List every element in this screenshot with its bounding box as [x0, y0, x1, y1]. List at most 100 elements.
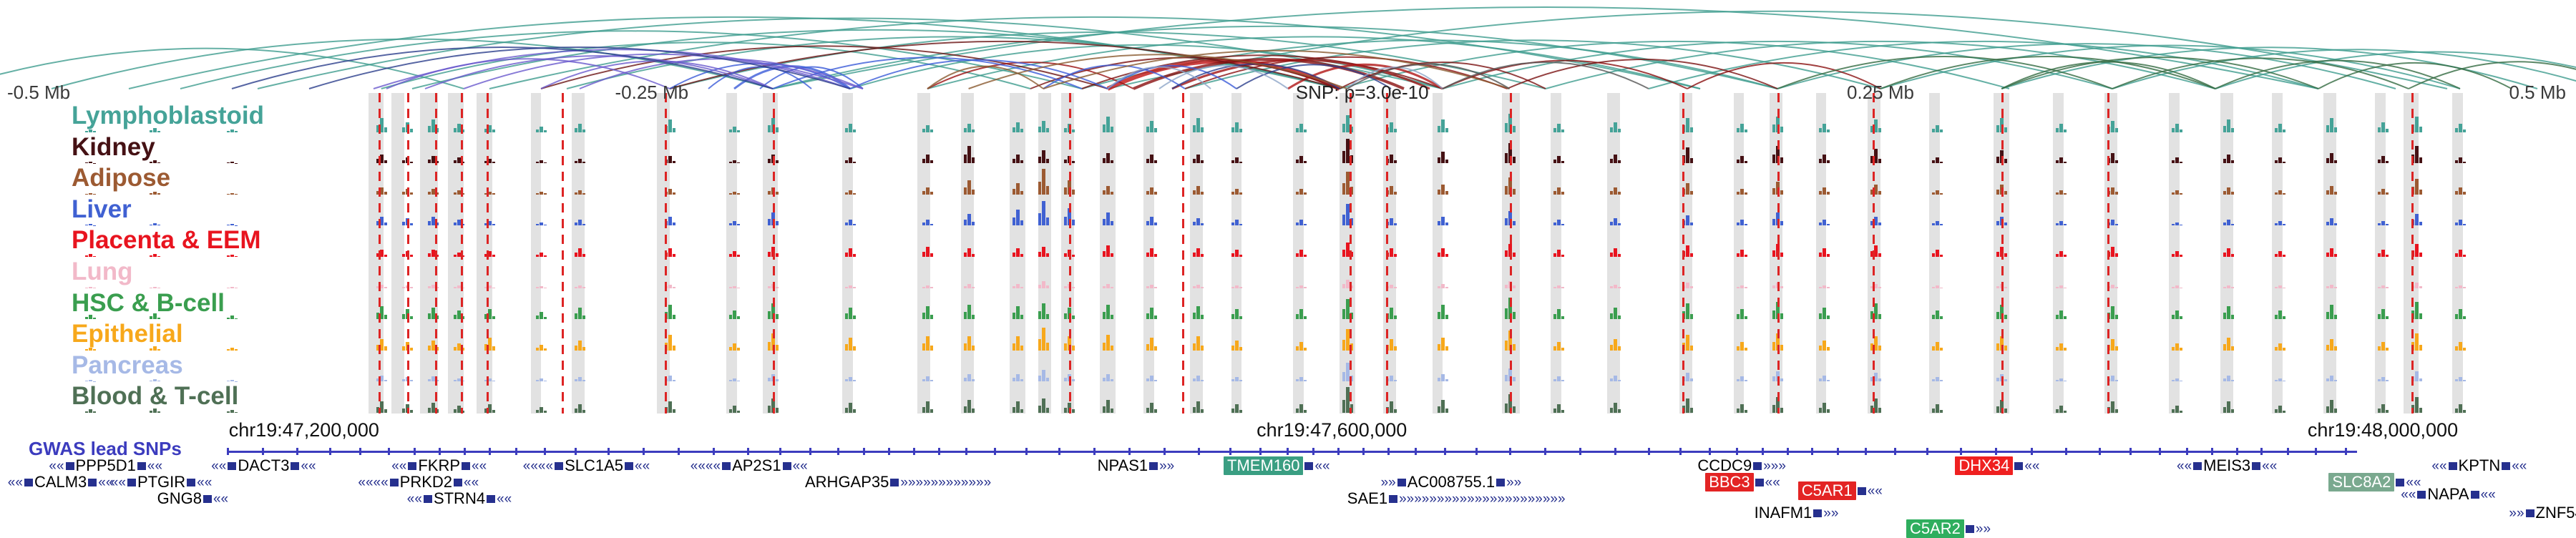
gene-calm3: ««CALM3«« [8, 474, 114, 490]
signal-peak-bar [457, 406, 461, 413]
signal-peak-bar [2275, 192, 2278, 195]
signal-track-row-pancreas: Pancreas [0, 351, 2576, 383]
signal-peak-bar [1150, 308, 1153, 319]
gwas-snp-tick [779, 448, 781, 455]
signal-peak-bar [1610, 313, 1613, 319]
signal-peak-bar [2330, 400, 2333, 413]
signal-peak-bar [575, 222, 577, 225]
signal-peak-bar [1878, 222, 1881, 225]
signal-peak-bar [1154, 192, 1157, 194]
signal-peak-bar [1690, 158, 1693, 163]
gene-strand-arrows: «« [197, 476, 212, 489]
signal-peak-bar [2115, 128, 2118, 132]
signal-peak-bar [668, 305, 672, 319]
signal-peak-bar [665, 221, 668, 225]
signal-peak-bar [1106, 245, 1110, 257]
signal-peak-bar [1038, 182, 1041, 195]
signal-peak-bar [578, 341, 582, 351]
signal-peak-bar [1827, 347, 1830, 351]
signal-peak-bar [1618, 409, 1621, 413]
signal-peak-bar [1296, 160, 1299, 163]
signal-peak-bar [776, 192, 779, 194]
gene-strand-arrows: «« [49, 459, 64, 473]
signal-peak-bar [1239, 347, 1242, 351]
signal-peak-bar [2059, 157, 2063, 163]
signal-peak-bar [1618, 287, 1621, 288]
signal-peak-bar [1016, 284, 1020, 288]
signal-peak-bar [665, 286, 668, 288]
gene-prkd2: ««««PRKD2«« [358, 474, 479, 490]
signal-peak-bar [428, 126, 431, 132]
signal-peak-bar [1154, 409, 1157, 413]
signal-peak-bar [2172, 347, 2175, 351]
gwas-snp-tick [1579, 448, 1581, 455]
signal-peak-bar [2000, 374, 2004, 381]
signal-peak-bar [1016, 248, 1020, 257]
signal-peak-bar [1445, 191, 1448, 195]
signal-peak-bar [2278, 190, 2282, 195]
gwas-snp-tick [2315, 448, 2317, 455]
signal-peak-bar [1064, 378, 1067, 381]
signal-peak-bar [536, 380, 539, 381]
signal-peak-bar [1390, 155, 1393, 163]
signal-peak-bar [2411, 220, 2414, 225]
signal-peak-bar [2334, 254, 2337, 257]
signal-peak-bar [2056, 380, 2059, 381]
signal-peak-bar [1046, 217, 1049, 225]
signal-peak-bar [2111, 376, 2114, 381]
signal-peak-bar [1231, 314, 1234, 319]
signal-peak-bar [1870, 156, 1873, 163]
gene-bbc3: BBC3«« [1705, 474, 1780, 490]
signal-peak-bar [2378, 192, 2381, 195]
gene-exon-box [1397, 479, 1406, 486]
signal-peak-bar [1111, 221, 1113, 225]
signal-peak-bar [1346, 329, 1350, 351]
signal-peak-bar [2231, 254, 2234, 257]
signal-peak-bar [2415, 117, 2419, 132]
signal-peak-bar [1737, 287, 1740, 288]
signal-peak-bar [1940, 162, 1943, 164]
signal-peak-bar [2056, 160, 2059, 163]
signal-peak-bar [1299, 309, 1303, 319]
signal-peak-bar [488, 404, 492, 413]
signal-peak-bar [737, 316, 740, 319]
signal-peak-bar [578, 159, 582, 163]
signal-peak-bar [1561, 224, 1564, 226]
signal-peak-bar [1038, 339, 1041, 351]
signal-peak-bar [1614, 155, 1617, 163]
signal-peak-bar [1618, 223, 1621, 225]
signal-peak-bar [540, 222, 543, 225]
signal-peak-bar [384, 409, 387, 413]
signal-peak-bar [2111, 339, 2114, 351]
signal-peak-bar [1553, 346, 1556, 351]
signal-peak-bar [1996, 125, 1999, 132]
signal-peak-bar [972, 129, 975, 132]
signal-peak-bar [1610, 127, 1613, 132]
signal-peak-bar [2231, 380, 2234, 382]
signal-peak-bar [1932, 253, 1935, 257]
signal-peak-bar [1878, 408, 1881, 413]
signal-peak-bar [1614, 403, 1617, 413]
signal-peak-bar [227, 411, 230, 413]
signal-peak-bar [1508, 177, 1512, 195]
signal-peak-bar [492, 193, 495, 194]
signal-peak-bar [1557, 220, 1561, 225]
gene-strand-arrows: «« [147, 459, 162, 473]
signal-peak-bar [1870, 286, 1873, 288]
signal-peak-bar [2111, 285, 2114, 288]
signal-peak-bar [1745, 192, 1747, 195]
signal-peak-bar [2172, 128, 2175, 132]
signal-peak-bar [235, 131, 238, 132]
signal-peak-bar [492, 316, 495, 320]
signal-peak-bar [150, 162, 152, 163]
signal-peak-bar [1780, 345, 1783, 351]
signal-peak-bar [484, 314, 487, 319]
signal-peak-bar [737, 255, 740, 257]
signal-peak-bar [1072, 379, 1075, 381]
signal-peak-bar [1690, 286, 1693, 288]
signal-peak-bar [1772, 342, 1775, 351]
signal-peak-bar [2275, 160, 2278, 163]
signal-peak-bar [964, 220, 967, 225]
signal-peak-bar [488, 251, 492, 257]
signal-peak-bar [967, 124, 971, 132]
